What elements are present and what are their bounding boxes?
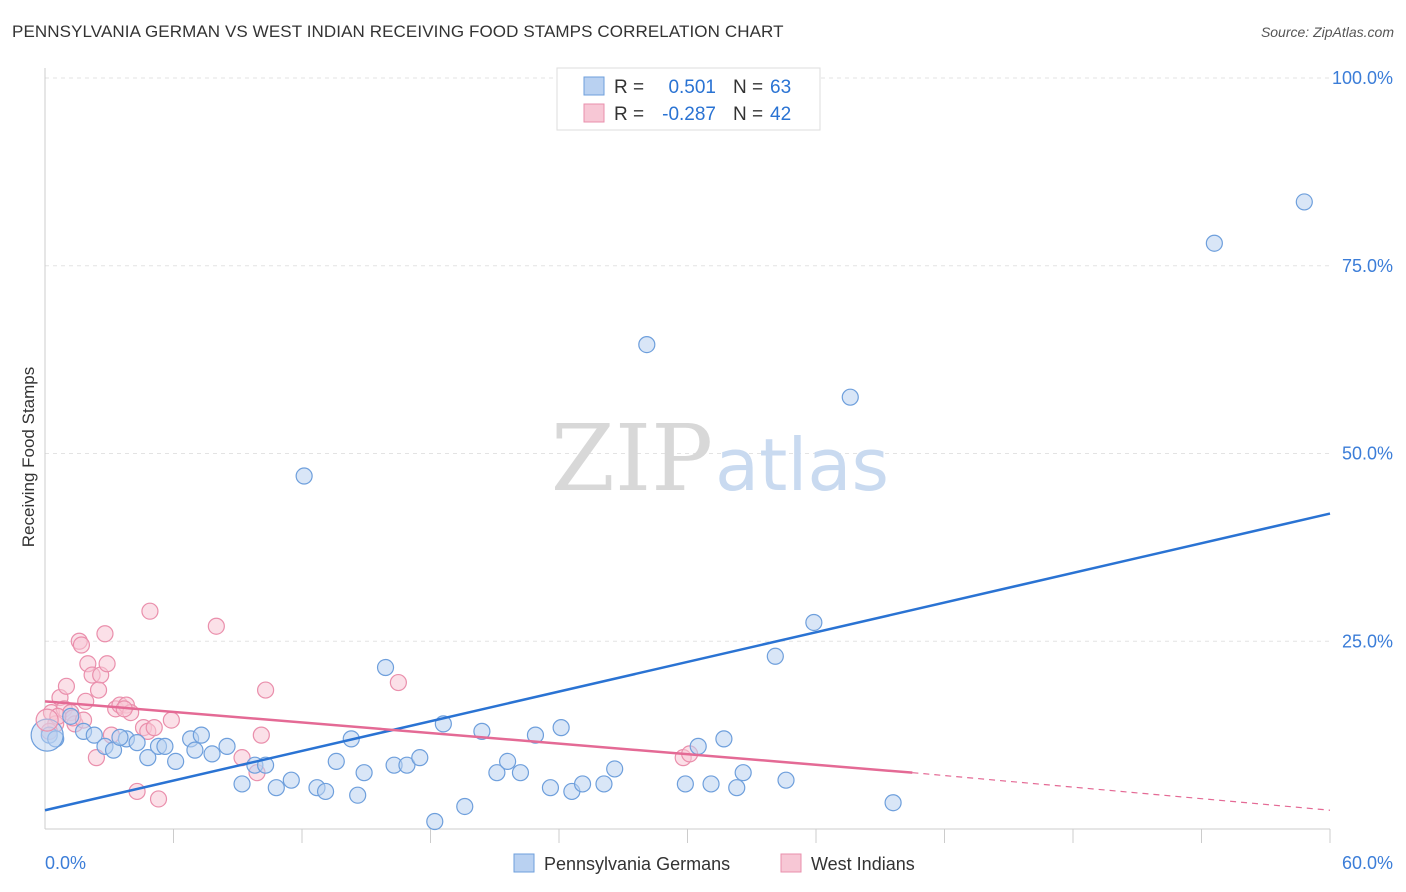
point-west-indian bbox=[145, 719, 163, 737]
watermark-zip: ZIP bbox=[551, 405, 713, 512]
point-pennsylvania-german bbox=[411, 749, 429, 767]
point-west-indian bbox=[256, 681, 275, 699]
point-pennsylvania-german bbox=[766, 647, 784, 665]
gridlines bbox=[45, 77, 1330, 642]
point-west-indian bbox=[35, 708, 59, 732]
point-west-indian bbox=[77, 692, 95, 710]
point-west-indian bbox=[98, 655, 116, 673]
legend-swatch-west-indians bbox=[780, 853, 802, 873]
point-pennsylvania-german bbox=[233, 775, 251, 793]
series-legend: Pennsylvania Germans West Indians bbox=[513, 853, 915, 874]
point-west-indian bbox=[207, 617, 225, 635]
point-pennsylvania-german bbox=[186, 741, 204, 759]
x-tick-label: 60.0% bbox=[1342, 853, 1393, 873]
point-pennsylvania-german bbox=[355, 764, 373, 782]
point-pennsylvania-german bbox=[218, 737, 236, 755]
stats-r-value: -0.287 bbox=[662, 104, 716, 125]
point-west-indian bbox=[57, 677, 76, 695]
point-pennsylvania-german bbox=[203, 745, 221, 763]
point-west-indian bbox=[89, 681, 108, 699]
watermark: ZIP atlas bbox=[551, 405, 889, 512]
stats-n-label: N = bbox=[733, 104, 763, 125]
point-pennsylvania-german bbox=[676, 775, 694, 793]
tick-labels: 25.0% 50.0% 75.0% 100.0% 0.0% 60.0% bbox=[45, 68, 1393, 873]
point-pennsylvania-german bbox=[1205, 234, 1223, 252]
point-west-indian bbox=[252, 726, 270, 744]
point-pennsylvania-german bbox=[552, 719, 570, 737]
point-pennsylvania-german bbox=[638, 336, 656, 354]
point-pennsylvania-german bbox=[295, 467, 313, 485]
y-tick-label: 75.0% bbox=[1342, 256, 1393, 276]
point-pennsylvania-german bbox=[426, 812, 444, 831]
legend-label-west-indians: West Indians bbox=[811, 854, 915, 874]
point-west-indian bbox=[72, 636, 91, 654]
point-pennsylvania-german bbox=[473, 722, 491, 740]
point-pennsylvania-german bbox=[139, 749, 157, 767]
point-pennsylvania-german bbox=[884, 794, 902, 812]
point-pennsylvania-german bbox=[715, 730, 733, 748]
source-credit: Source: ZipAtlas.com bbox=[1260, 24, 1394, 40]
point-pennsylvania-german bbox=[267, 779, 285, 797]
point-pennsylvania-german bbox=[192, 726, 210, 744]
point-pennsylvania-german bbox=[456, 797, 474, 816]
y-tick-label: 25.0% bbox=[1342, 631, 1393, 651]
point-pennsylvania-german bbox=[128, 734, 146, 752]
point-pennsylvania-german bbox=[499, 752, 517, 771]
point-pennsylvania-german bbox=[85, 726, 103, 744]
point-pennsylvania-german bbox=[573, 775, 592, 793]
point-pennsylvania-german bbox=[398, 756, 416, 774]
point-pennsylvania-german bbox=[1295, 193, 1313, 211]
point-pennsylvania-german bbox=[805, 613, 823, 632]
x-tick-label: 0.0% bbox=[45, 853, 86, 873]
chart-title: PENNSYLVANIA GERMAN VS WEST INDIAN RECEI… bbox=[12, 22, 784, 41]
y-axis-label: Receiving Food Stamps bbox=[19, 367, 38, 547]
point-pennsylvania-german bbox=[62, 707, 80, 725]
point-pennsylvania-german bbox=[156, 737, 174, 755]
point-pennsylvania-german bbox=[702, 775, 720, 793]
stats-legend: R = 0.501 N = 63 R = -0.287 N = 42 bbox=[556, 67, 821, 131]
point-pennsylvania-german bbox=[511, 764, 530, 782]
point-pennsylvania-german bbox=[841, 388, 859, 406]
point-pennsylvania-german bbox=[282, 771, 300, 789]
point-pennsylvania-german bbox=[349, 786, 367, 804]
point-pennsylvania-german bbox=[526, 726, 545, 744]
point-pennsylvania-german bbox=[595, 775, 613, 793]
trend-line-west-indian-extension bbox=[912, 772, 1331, 811]
point-pennsylvania-german bbox=[689, 737, 707, 755]
point-pennsylvania-german bbox=[327, 752, 345, 771]
trend-lines bbox=[44, 512, 1331, 812]
point-pennsylvania-german bbox=[734, 764, 752, 782]
point-west-indian bbox=[96, 625, 114, 643]
watermark-atlas: atlas bbox=[715, 423, 889, 507]
stats-r-label: R = bbox=[614, 104, 644, 125]
point-pennsylvania-german bbox=[316, 782, 335, 801]
trend-line-west-indian bbox=[44, 700, 913, 774]
point-pennsylvania-german bbox=[606, 760, 624, 778]
point-pennsylvania-german bbox=[541, 779, 560, 797]
point-pennsylvania-german bbox=[488, 764, 506, 782]
point-pennsylvania-german bbox=[167, 752, 185, 771]
point-pennsylvania-german bbox=[376, 658, 395, 677]
point-pennsylvania-german bbox=[728, 779, 746, 797]
point-west-indian bbox=[149, 790, 168, 808]
legend-swatch-pennsylvania bbox=[513, 853, 535, 873]
stats-n-label: N = bbox=[733, 77, 763, 98]
point-west-indian bbox=[162, 711, 180, 729]
y-tick-label: 100.0% bbox=[1332, 68, 1393, 88]
stats-n-value: 63 bbox=[770, 77, 791, 98]
point-pennsylvania-german bbox=[111, 728, 129, 746]
y-tick-label: 50.0% bbox=[1342, 444, 1393, 464]
legend-label-pennsylvania: Pennsylvania Germans bbox=[544, 854, 730, 874]
point-west-indian bbox=[141, 602, 159, 620]
point-pennsylvania-german bbox=[777, 771, 795, 789]
stats-r-label: R = bbox=[614, 77, 644, 98]
stats-n-value: 42 bbox=[770, 104, 791, 125]
stats-swatch-pennsylvania bbox=[583, 76, 605, 96]
stats-swatch-west-indians bbox=[583, 103, 605, 123]
stats-r-value: 0.501 bbox=[668, 77, 716, 98]
trend-line-pennsylvania-german bbox=[44, 512, 1331, 812]
point-west-indian bbox=[389, 673, 407, 692]
